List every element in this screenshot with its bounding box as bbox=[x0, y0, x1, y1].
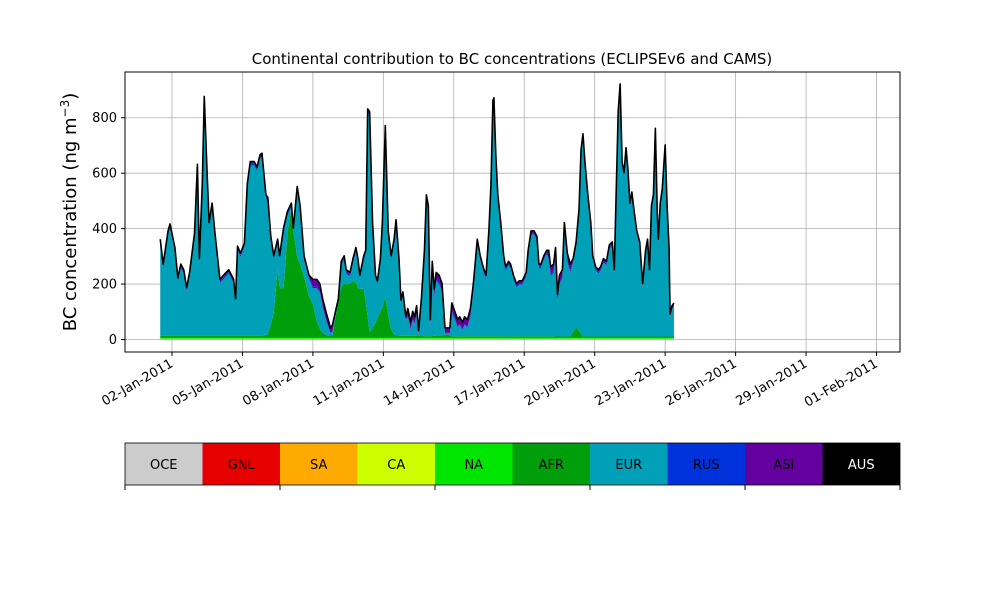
region-colorbar: OCE GNL SA CA NA AFR EUR RUS ASI AUS bbox=[125, 443, 900, 490]
y-tick-label: 0 bbox=[109, 333, 117, 348]
colorbar-label-aus: AUS bbox=[848, 458, 875, 473]
y-axis-label-text: BC concentration (ng m bbox=[60, 117, 81, 331]
y-tick-label: 400 bbox=[92, 222, 117, 237]
colorbar-label-ca: CA bbox=[387, 458, 405, 473]
colorbar-label-eur: EUR bbox=[615, 458, 642, 473]
y-tick-label: 800 bbox=[92, 111, 117, 126]
colorbar-label-gnl: GNL bbox=[228, 458, 256, 473]
y-axis-label: BC concentration (ng m−3) bbox=[58, 93, 81, 332]
y-axis-label-exponent: −3 bbox=[58, 100, 72, 118]
colorbar-label-sa: SA bbox=[310, 458, 327, 473]
area-na bbox=[160, 338, 674, 339]
colorbar-label-na: NA bbox=[464, 458, 483, 473]
y-tick-label: 600 bbox=[92, 167, 117, 182]
colorbar-label-afr: AFR bbox=[539, 458, 564, 473]
colorbar-label-rus: RUS bbox=[693, 458, 720, 473]
colorbar-label-asi: ASI bbox=[773, 458, 794, 473]
colorbar-label-oce: OCE bbox=[150, 458, 178, 473]
y-axis-label-close: ) bbox=[60, 93, 81, 100]
chart-title: Continental contribution to BC concentra… bbox=[252, 50, 773, 68]
y-tick-label: 200 bbox=[92, 278, 117, 293]
